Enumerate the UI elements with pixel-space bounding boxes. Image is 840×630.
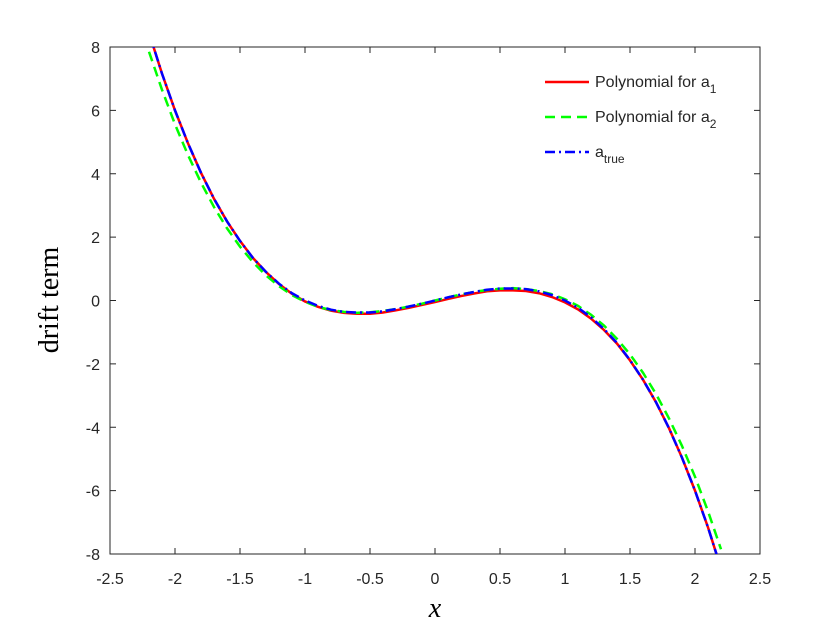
x-tick-label: -1.5 [226,571,254,588]
legend-subscript: true [604,152,625,166]
legend-name: Polynomial for a [595,74,710,91]
x-tick-label: 2 [691,571,700,588]
x-tick-label: 0 [431,571,440,588]
series-line [147,51,723,550]
legend-label: Polynomial for a2 [595,109,717,131]
lines [147,47,723,554]
legend-name: Polynomial for a [595,109,710,126]
x-tick-label: -0.5 [356,571,384,588]
x-tick-label: 1.5 [619,571,641,588]
x-tick-label: 2.5 [749,571,771,588]
legend-subscript: 1 [710,82,717,96]
legend-label: Polynomial for a1 [595,74,717,96]
y-tick-label: 0 [91,294,100,311]
y-tick-label: 8 [91,40,100,57]
y-tick-label: -2 [86,357,100,374]
y-tick-label: -4 [86,420,100,437]
x-axis-label: x [428,593,442,624]
x-tick-label: -2 [168,571,182,588]
y-tick-label: 2 [91,230,100,247]
x-tick-label: -2.5 [96,571,124,588]
legend-subscript: 2 [710,117,717,131]
y-tick-label: -6 [86,484,100,501]
y-tick-label: 6 [91,103,100,120]
y-axis-label: drift term [34,247,65,354]
series-line [152,47,718,554]
x-tick-label: 1 [561,571,570,588]
legend-name: a [595,144,604,161]
axes: -2.5 -2 -1.5 -1 -0.5 0 0.5 1 1.5 2 2.5 -8 -6 -4 -2 0 2 4 6… [86,40,771,588]
legend-label: atrue [595,144,625,166]
y-tick-label: -8 [86,547,100,564]
y-tick-label: 4 [91,167,100,184]
x-tick-label: 0.5 [489,571,511,588]
x-tick-label: -1 [298,571,312,588]
